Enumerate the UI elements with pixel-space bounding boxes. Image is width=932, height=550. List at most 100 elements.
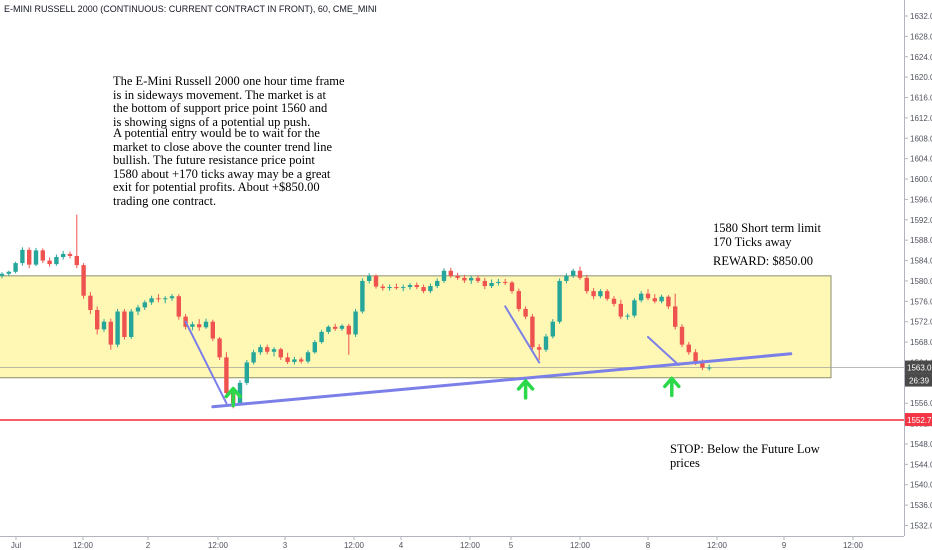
up-arrow-2	[516, 379, 535, 400]
price-tick-label: 1608.0	[910, 134, 932, 143]
candle-body	[435, 280, 440, 287]
up-arrow-1	[224, 386, 242, 408]
candle-body	[251, 352, 256, 363]
time-tick-label: 12:00	[344, 541, 365, 550]
candle-body	[598, 291, 603, 297]
candle-body	[346, 325, 351, 335]
candle-body	[13, 263, 18, 272]
time-tick-label: 2	[146, 541, 151, 550]
candle-body	[27, 249, 32, 265]
support-resistance-zone	[0, 275, 832, 379]
candle-body	[414, 285, 419, 288]
price-tick-label: 1580.0	[910, 277, 932, 286]
candle-body	[47, 260, 52, 265]
candle-body	[537, 347, 542, 350]
candle-body	[339, 325, 345, 329]
candle-body	[292, 359, 297, 362]
candle-body	[666, 296, 671, 307]
zone-layer	[0, 275, 832, 379]
up-arrow-3	[663, 376, 681, 398]
candle-body	[605, 291, 610, 299]
candle-body	[700, 362, 705, 368]
analysis-paragraph-2: A potential entry would be to wait for t…	[113, 126, 333, 208]
candle-body	[462, 277, 467, 281]
candle-body	[652, 298, 657, 302]
candle-body	[0, 273, 5, 276]
plot-background	[0, 0, 904, 536]
candle-body	[224, 357, 229, 394]
price-tick-label: 1624.0	[910, 53, 932, 62]
reward-note: REWARD: $850.00	[713, 254, 813, 268]
candle-body	[516, 291, 521, 309]
trendline-layer[interactable]	[184, 305, 793, 409]
candle-body	[557, 280, 562, 322]
stop-price-badge	[905, 413, 932, 427]
candle-body	[95, 309, 100, 330]
candle-body	[156, 298, 161, 300]
price-tick-label: 1592.0	[910, 216, 932, 225]
counter-trend-2[interactable]	[504, 305, 541, 364]
candle-body	[707, 367, 712, 369]
time-tick-label: 12:00	[73, 541, 94, 550]
counter-trend-3[interactable]	[647, 335, 680, 367]
price-tick-label: 1572.0	[910, 318, 932, 327]
support-trendline[interactable]	[211, 352, 793, 409]
candle-body	[632, 300, 637, 316]
candle-body	[577, 270, 583, 278]
candle-body	[564, 275, 569, 281]
candle-body	[353, 311, 358, 335]
price-tick-label: 1548.0	[910, 440, 932, 449]
candle-body	[20, 249, 25, 264]
candle-body	[625, 315, 630, 317]
candle-body	[197, 324, 202, 328]
time-tick-label: 3	[283, 541, 288, 550]
horizontal-line-layer	[0, 367, 904, 422]
candle-body	[455, 275, 460, 278]
candle-body	[271, 349, 277, 352]
candle-body	[333, 326, 338, 329]
time-tick-label: 5	[509, 541, 514, 550]
candle-body	[387, 287, 392, 289]
price-tick-label: 1532.0	[910, 522, 932, 531]
candle-body	[428, 286, 433, 292]
price-tick-label: 1596.0	[910, 195, 932, 204]
candle-body	[469, 277, 474, 281]
candle-body	[54, 256, 59, 265]
candle-body	[611, 298, 617, 304]
candle-body	[169, 296, 175, 299]
countdown-label: 26:39	[909, 377, 930, 386]
candle-body	[108, 321, 113, 345]
price-axis[interactable]: 1532.01536.01540.01544.01548.01552.01556…	[904, 0, 932, 536]
candle-body	[122, 311, 127, 337]
price-tick-label: 1556.0	[910, 399, 932, 408]
current-price-label: 1563.0	[907, 364, 932, 373]
candle-body	[74, 255, 79, 266]
candle-body	[88, 295, 93, 310]
chart-grid	[0, 0, 904, 536]
candle-body	[6, 271, 11, 274]
stop-price-label: 1552.7	[907, 416, 932, 425]
price-tick-label: 1544.0	[910, 460, 932, 469]
candle-body	[299, 359, 304, 362]
price-tick-label: 1632.0	[910, 12, 932, 21]
time-tick-label: 9	[782, 541, 787, 550]
candle-body	[360, 280, 365, 312]
counter-trend-1[interactable]	[184, 320, 228, 405]
candle-body	[142, 302, 147, 308]
candle-body	[115, 311, 120, 345]
time-axis[interactable]: Jul 12:00 2 12:00 3 12:00 4 12:00 5 12:00 8 12:00 9 1…	[0, 536, 904, 550]
candle-body	[176, 296, 181, 317]
candle-body	[496, 281, 501, 283]
candle-body	[265, 347, 270, 352]
candle-body	[693, 352, 698, 363]
candle-body	[509, 282, 515, 292]
candle-body	[135, 307, 141, 312]
time-tick-label: 12:00	[570, 541, 591, 550]
candle-body	[101, 321, 107, 330]
time-tick-label: 12:00	[460, 541, 481, 550]
candle-body	[645, 293, 651, 299]
price-tick-label: 1536.0	[910, 501, 932, 510]
candle-body	[285, 357, 290, 362]
candle-body	[326, 326, 331, 332]
